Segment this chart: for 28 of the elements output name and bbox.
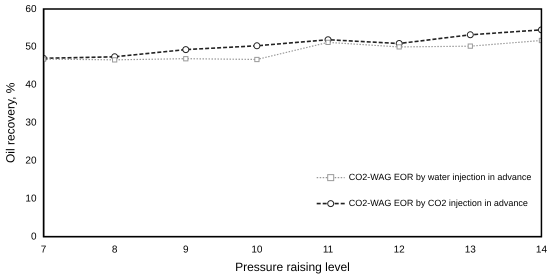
y-tick-label: 10 [25,193,37,204]
y-tick-label: 50 [25,42,37,53]
point [325,40,331,46]
y-tick-label: 60 [25,4,37,15]
x-tick-label: 13 [464,244,476,256]
point [182,46,190,54]
x-tick-label: 14 [536,244,548,256]
x-tick-label: 7 [40,244,47,256]
point [468,44,473,49]
x-tick-label: 12 [394,244,406,256]
x-tick-label: 9 [183,244,190,256]
point [254,56,260,62]
point [253,42,260,50]
x-tick-label: 11 [322,244,334,256]
y-tick-label: 0 [30,231,37,242]
y-tick-label: 30 [25,118,37,129]
point [183,56,188,62]
y-tick-label: 20 [25,155,37,166]
point [396,44,402,50]
legend-label: CO2-WAG EOR by water injection in advance [348,172,532,182]
x-tick-label: 8 [112,244,118,256]
y-axis-title: Oil recovery, % [4,82,18,164]
x-axis-title: Pressure raising level [235,260,350,274]
legend-label: CO2-WAG EOR by CO2 injection in advance [348,198,528,208]
point [466,31,474,38]
point [112,57,118,62]
x-tick-label: 10 [251,244,263,256]
y-tick-label: 40 [25,80,37,91]
